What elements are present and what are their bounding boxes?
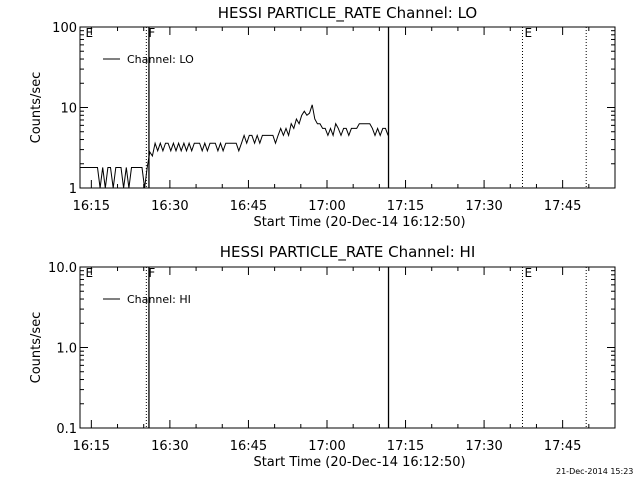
y-axis-label: Counts/sec xyxy=(29,72,44,144)
y-tick-label: 100 xyxy=(52,21,77,36)
event-marker-label: F xyxy=(148,26,155,40)
event-marker-label: E xyxy=(524,26,532,40)
y-tick-label: 10.0 xyxy=(48,261,77,276)
chart-title: HESSI PARTICLE_RATE Channel: HI xyxy=(220,243,476,262)
plot-frame xyxy=(79,26,616,189)
x-axis-label: Start Time (20-Dec-14 16:12:50) xyxy=(253,455,465,470)
x-tick-label: 17:45 xyxy=(544,199,581,214)
y-axis-label: Counts/sec xyxy=(29,312,44,384)
x-tick-label: 17:30 xyxy=(465,199,502,214)
y-tick-label: 0.1 xyxy=(56,422,77,437)
x-tick-label: 16:45 xyxy=(230,439,267,454)
footer-timestamp: 21-Dec-2014 15:23 xyxy=(556,467,633,476)
plot-frame xyxy=(79,266,616,429)
y-tick-label: 1 xyxy=(69,182,77,197)
x-tick-label: 17:00 xyxy=(308,199,345,214)
legend-label: Channel: HI xyxy=(127,293,191,306)
event-marker-label: E xyxy=(524,266,532,280)
x-tick-label: 17:15 xyxy=(387,199,424,214)
y-tick-label: 1.0 xyxy=(56,342,77,357)
x-tick-label: 16:15 xyxy=(73,199,110,214)
chart-title: HESSI PARTICLE_RATE Channel: LO xyxy=(218,4,477,23)
event-marker-label: E xyxy=(85,266,93,280)
x-tick-label: 16:30 xyxy=(151,439,188,454)
x-tick-label: 17:45 xyxy=(544,439,581,454)
x-tick-label: 16:15 xyxy=(73,439,110,454)
legend-label: Channel: LO xyxy=(127,53,194,66)
event-marker-label: E xyxy=(85,26,93,40)
x-tick-label: 17:15 xyxy=(387,439,424,454)
y-tick-label: 10 xyxy=(60,102,77,117)
event-marker-label: F xyxy=(148,266,155,280)
x-tick-label: 16:45 xyxy=(230,199,267,214)
series-line xyxy=(80,104,389,189)
lo-channel-panel: HESSI PARTICLE_RATE Channel: LO 16:15 16:3… xyxy=(29,4,616,230)
hi-channel-panel: HESSI PARTICLE_RATE Channel: HI 16:15 16:3… xyxy=(29,243,616,470)
x-tick-label: 17:30 xyxy=(465,439,502,454)
x-tick-label: 17:00 xyxy=(308,439,345,454)
x-tick-label: 16:30 xyxy=(151,199,188,214)
x-axis-label: Start Time (20-Dec-14 16:12:50) xyxy=(253,215,465,230)
